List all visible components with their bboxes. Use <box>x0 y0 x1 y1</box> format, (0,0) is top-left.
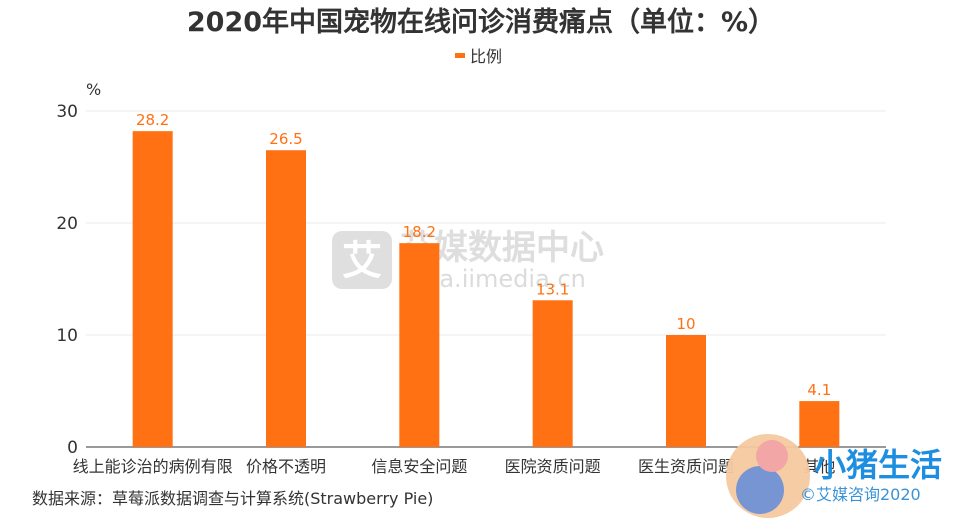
logo-text: 小猪生活 <box>814 446 942 484</box>
brand-logo: 小猪生活 ©艾媒咨询2020 <box>726 434 942 518</box>
copyright-text: ©艾媒咨询2020 <box>800 485 921 504</box>
chart-title: 2020年中国宠物在线问诊消费痛点（单位：%） <box>187 6 775 38</box>
x-tick-label: 其他 <box>803 457 835 476</box>
data-label: 13.1 <box>536 280 569 298</box>
data-labels: 28.2 26.5 18.2 13.1 10 4.1 <box>136 111 831 399</box>
y-axis-ticks: 0 10 20 30 <box>56 102 78 458</box>
x-tick-label: 医生资质问题 <box>638 457 734 476</box>
x-tick-label: 医院资质问题 <box>505 457 601 476</box>
legend-swatch <box>455 53 465 58</box>
pig-mascot-face <box>756 440 788 472</box>
x-axis-ticks: 线上能诊治的病例有限 价格不透明 信息安全问题 医院资质问题 医生资质问题 其他 <box>73 457 836 476</box>
legend-label: 比例 <box>470 47 502 66</box>
y-tick-label: 20 <box>56 214 78 234</box>
bars <box>132 131 840 447</box>
data-label: 4.1 <box>807 381 831 399</box>
bar <box>399 243 440 447</box>
x-tick-label: 价格不透明 <box>246 457 326 476</box>
legend: 比例 <box>455 47 502 66</box>
source-note: 数据来源：草莓派数据调查与计算系统(Strawberry Pie) <box>32 489 433 508</box>
bar <box>666 335 706 447</box>
y-tick-label: 0 <box>67 438 78 458</box>
bar <box>266 150 306 447</box>
y-axis-unit: % <box>86 80 101 99</box>
watermark-logo-glyph: 艾 <box>342 238 382 284</box>
x-tick-label: 信息安全问题 <box>371 457 467 476</box>
watermark-logo-mark <box>332 231 392 289</box>
data-label: 28.2 <box>136 111 169 129</box>
bar <box>532 300 573 447</box>
data-label: 10 <box>676 315 695 333</box>
y-tick-label: 10 <box>56 326 78 346</box>
bar <box>799 401 840 447</box>
x-tick-label: 线上能诊治的病例有限 <box>73 457 233 476</box>
y-tick-label: 30 <box>56 102 78 122</box>
data-label: 18.2 <box>403 223 436 241</box>
bar <box>132 131 173 447</box>
data-label: 26.5 <box>269 130 302 148</box>
pig-mascot-body <box>736 466 784 514</box>
